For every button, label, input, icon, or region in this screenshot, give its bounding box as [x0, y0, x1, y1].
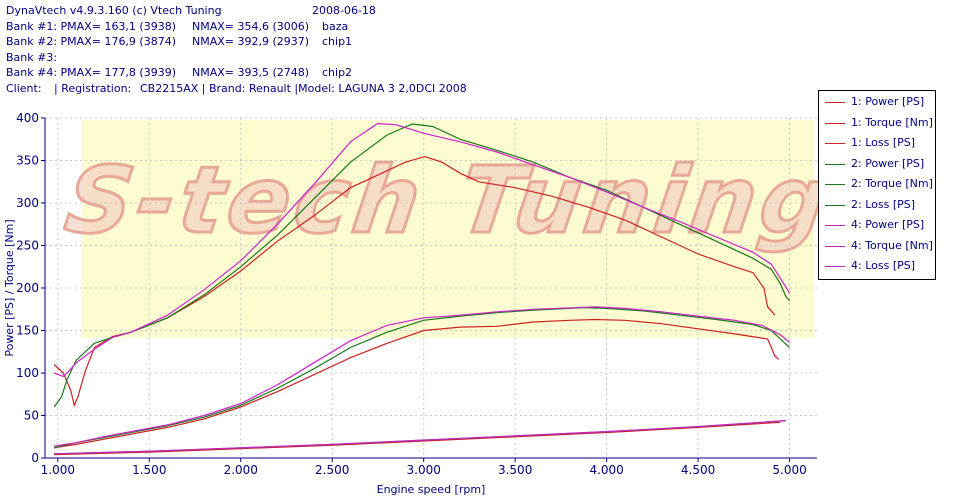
chart-legend: 1: Power [PS] 1: Torque [Nm] 1: Loss [PS] 2…	[818, 90, 936, 280]
legend-item: 2: Loss [PS]	[825, 197, 935, 215]
bank1-nmax: NMAX= 354,6 (3006)	[192, 19, 310, 33]
x-axis-label: Engine speed [rpm]	[377, 483, 486, 496]
bank1-name: baza	[322, 19, 349, 33]
y-tick-label: 400	[16, 111, 39, 125]
legend-item: 4: Torque [Nm]	[825, 238, 935, 256]
x-tick-label: 2.000	[224, 463, 258, 477]
series-lines	[53, 122, 791, 456]
software-title: DynaVtech v4.9.3.160 (c) Vtech Tuning	[6, 4, 222, 17]
legend-swatch	[825, 163, 845, 165]
legend-label: 1: Torque [Nm]	[851, 115, 933, 129]
series-line	[53, 123, 791, 408]
legend-item: 4: Loss [PS]	[825, 258, 935, 276]
y-tick-label: 0	[31, 451, 39, 465]
y-axis-label: Power [PS] / Torque [Nm]	[3, 219, 16, 356]
series-line	[53, 306, 791, 449]
y-tick-label: 150	[16, 324, 39, 338]
x-tick-label: 3.000	[407, 463, 441, 477]
bank3-label: Bank #3:	[6, 50, 58, 64]
legend-swatch	[825, 225, 845, 226]
legend-label: 4: Power [PS]	[851, 218, 925, 231]
y-tick-label: 300	[16, 196, 39, 210]
legend-item: 2: Torque [Nm]	[825, 176, 935, 194]
legend-item: 1: Loss [PS]	[825, 135, 935, 153]
series-line	[54, 421, 781, 456]
legend-swatch	[825, 122, 845, 124]
bank4-nmax: NMAX= 393,5 (2748)	[192, 66, 310, 80]
legend-label: 2: Torque [Nm]	[851, 177, 933, 190]
x-tick-label: 5.000	[772, 463, 806, 477]
x-tick-label: 2.500	[315, 463, 349, 477]
y-tick-label: 200	[16, 281, 39, 295]
watermark: S-tech Tuning	[58, 145, 836, 255]
bank2-pmax: Bank #2: PMAX= 176,9 (3874)	[6, 35, 177, 49]
series-line	[53, 155, 776, 408]
bank4-pmax: Bank #4: PMAX= 177,8 (3939)	[6, 66, 177, 80]
y-tick-label: 100	[16, 366, 39, 380]
bank2-nmax: NMAX= 392,9 (2937)	[192, 35, 310, 49]
watermark-text: S-tech Tuning	[59, 146, 834, 253]
legend-swatch	[825, 266, 845, 267]
legend-item: 2: Power [PS]	[825, 156, 935, 174]
bank1-pmax: Bank #1: PMAX= 163,1 (3938)	[6, 19, 177, 33]
axes: 0 50 100 150 200 250 300 350 400 1.000 1.500 2.000 2…	[16, 111, 817, 477]
vehicle-info: CB2215AX | Brand: Renault |Model: LAGUNA…	[140, 81, 467, 95]
legend-swatch	[825, 102, 845, 103]
plot-background	[82, 120, 814, 338]
legend-label: 4: Loss [PS]	[851, 259, 916, 272]
legend-swatch	[825, 143, 845, 144]
y-tick-label: 50	[24, 409, 39, 423]
legend-label: 4: Torque [Nm]	[851, 238, 933, 252]
legend-swatch	[825, 245, 845, 247]
x-tick-label: 1.500	[132, 463, 166, 477]
client-label: Client:	[6, 81, 42, 95]
test-date: 2008-06-18	[312, 4, 376, 17]
legend-label: 1: Loss [PS]	[851, 136, 916, 149]
series-line	[54, 306, 790, 447]
x-tick-label: 3.500	[498, 463, 532, 477]
x-tick-label: 1.000	[41, 463, 75, 477]
grid	[45, 117, 817, 459]
legend-item: 1: Torque [Nm]	[825, 115, 935, 133]
y-tick-label: 250	[16, 239, 39, 253]
plot-highlight-band	[82, 120, 814, 338]
y-tick-label: 350	[16, 154, 39, 168]
legend-label: 1: Power [PS]	[851, 95, 925, 108]
x-tick-label: 4.000	[589, 463, 623, 477]
series-line	[54, 318, 780, 449]
legend-swatch	[825, 184, 845, 185]
legend-label: 2: Loss [PS]	[851, 197, 916, 211]
legend-item: 1: Power [PS]	[825, 94, 935, 112]
legend-label: 2: Power [PS]	[851, 156, 925, 170]
series-line	[54, 420, 786, 455]
bank4-name: chip2	[322, 66, 353, 80]
bank2-name: chip1	[322, 35, 353, 49]
series-line	[53, 122, 791, 378]
registration-label: | Registration:	[54, 81, 132, 95]
legend-item: 4: Power [PS]	[825, 217, 935, 235]
x-tick-label: 4.500	[681, 463, 715, 477]
legend-swatch	[825, 204, 845, 206]
